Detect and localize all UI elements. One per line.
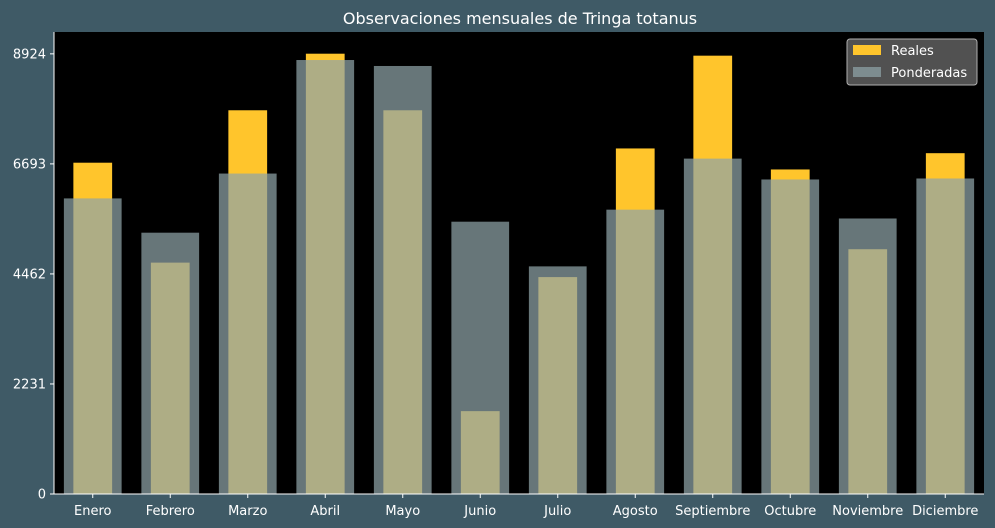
bar-ponderadas-julio — [528, 266, 587, 494]
bar-ponderadas-abril — [296, 60, 355, 494]
bar-ponderadas-diciembre — [916, 178, 975, 494]
legend: Reales Ponderadas — [846, 38, 978, 86]
y-tick-label: 6693 — [13, 157, 46, 172]
x-tick-label: Febrero — [146, 504, 195, 519]
legend-label-ponderadas: Ponderadas — [891, 66, 967, 81]
bar-ponderadas-mayo — [373, 65, 432, 495]
x-axis: Enero Febrero Marzo Abril Mayo Junio Julio Agos… — [54, 493, 984, 519]
x-tick-label: Agosto — [613, 504, 658, 519]
chart-title: Observaciones mensuales de Tringa totanu… — [343, 9, 697, 28]
bar-ponderadas-septiembre — [683, 158, 742, 494]
bar-ponderadas-enero — [63, 198, 122, 494]
x-tick-label: Octubre — [764, 504, 816, 519]
x-tick-label: Julio — [543, 504, 571, 519]
bar-ponderadas-febrero — [141, 232, 200, 494]
bar-ponderadas-marzo — [218, 173, 277, 495]
legend-swatch-reales — [853, 45, 881, 55]
series-ponderadas — [63, 60, 975, 495]
legend-swatch-ponderadas — [853, 67, 881, 77]
plot-area — [54, 32, 984, 494]
x-tick-label: Mayo — [385, 504, 420, 519]
x-tick-label: Diciembre — [912, 504, 978, 519]
bar-ponderadas-octubre — [761, 179, 820, 495]
y-tick-label: 4462 — [13, 267, 46, 282]
x-tick-label: Noviembre — [832, 504, 903, 519]
y-tick-label: 0 — [38, 488, 46, 503]
legend-label-reales: Reales — [891, 44, 934, 59]
y-tick-label: 2231 — [13, 377, 46, 392]
x-tick-label: Abril — [310, 504, 340, 519]
bar-ponderadas-junio — [451, 221, 510, 494]
x-tick-label: Enero — [74, 504, 112, 519]
x-tick-label: Septiembre — [675, 504, 750, 519]
y-axis: 0 2231 4462 6693 8924 — [13, 32, 55, 503]
x-tick-label: Marzo — [228, 504, 267, 519]
bar-ponderadas-noviembre — [838, 218, 897, 494]
y-tick-label: 8924 — [13, 47, 46, 62]
x-tick-label: Junio — [463, 504, 496, 519]
bar-ponderadas-agosto — [606, 209, 665, 495]
